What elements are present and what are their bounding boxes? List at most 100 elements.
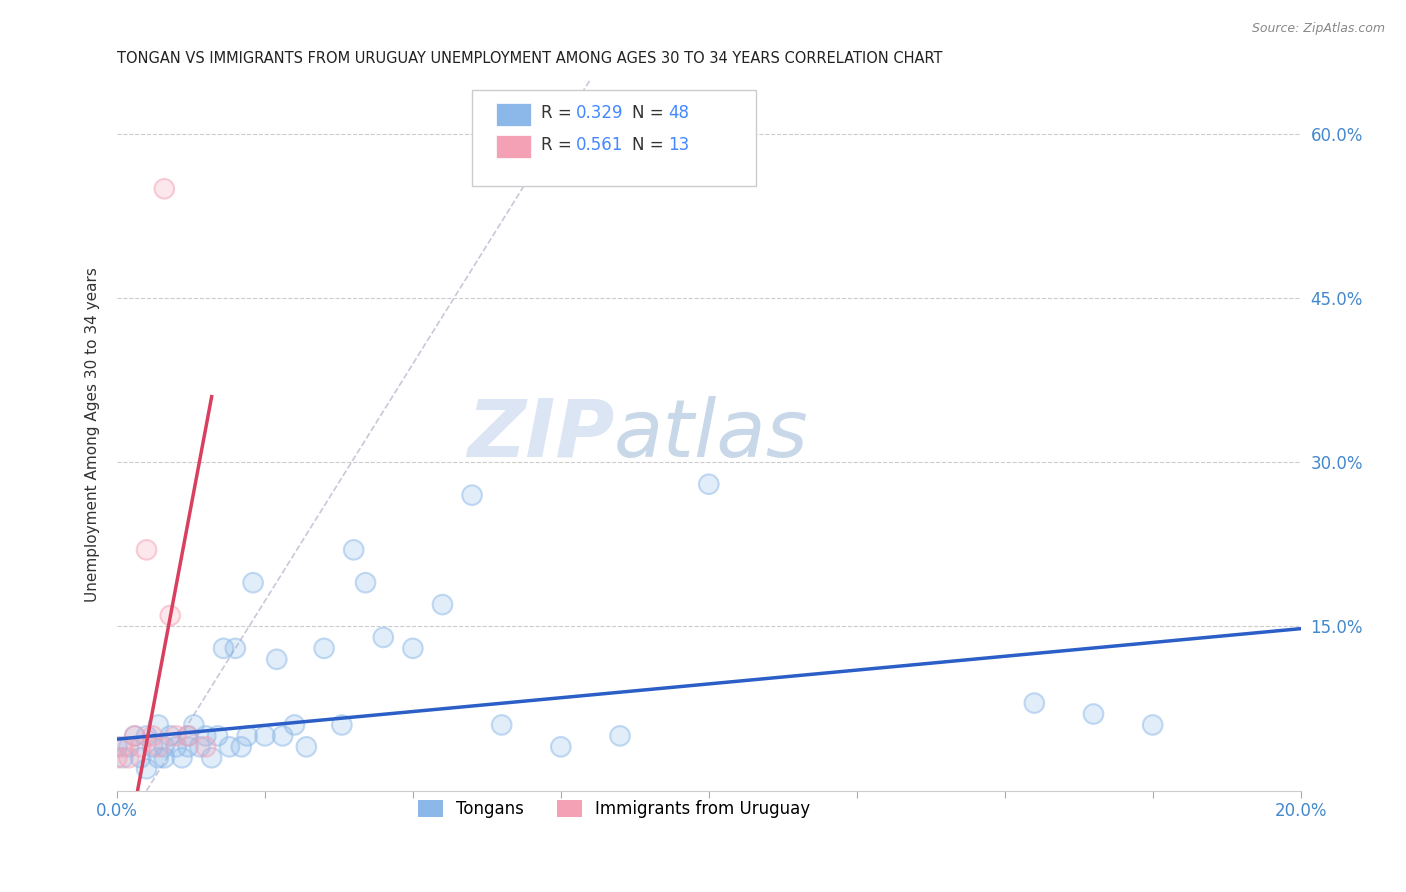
Point	[194, 739, 217, 754]
Point	[165, 739, 187, 754]
Point	[165, 729, 187, 743]
Point	[170, 751, 193, 765]
Point	[194, 729, 217, 743]
Point	[159, 729, 181, 743]
Point	[105, 751, 128, 765]
Point	[183, 718, 205, 732]
Point	[550, 739, 572, 754]
Point	[697, 477, 720, 491]
Point	[148, 718, 170, 732]
Point	[207, 729, 229, 743]
Point	[253, 729, 276, 743]
Point	[343, 542, 366, 557]
Point	[135, 729, 157, 743]
Point	[266, 652, 288, 666]
Point	[165, 729, 187, 743]
Point	[212, 641, 235, 656]
Point	[188, 739, 211, 754]
Text: TONGAN VS IMMIGRANTS FROM URUGUAY UNEMPLOYMENT AMONG AGES 30 TO 34 YEARS CORRELA: TONGAN VS IMMIGRANTS FROM URUGUAY UNEMPL…	[117, 51, 942, 66]
Point	[1024, 696, 1046, 710]
Point	[118, 739, 141, 754]
Point	[177, 739, 200, 754]
Text: ZIP: ZIP	[467, 396, 614, 474]
Point	[148, 739, 170, 754]
Point	[266, 652, 288, 666]
Point	[461, 488, 484, 502]
Point	[697, 477, 720, 491]
Point	[231, 739, 253, 754]
Point	[129, 751, 152, 765]
Point	[177, 729, 200, 743]
Point	[177, 729, 200, 743]
Point	[153, 739, 176, 754]
Point	[124, 729, 146, 743]
Legend: Tongans, Immigrants from Uruguay: Tongans, Immigrants from Uruguay	[411, 794, 817, 825]
Point	[135, 762, 157, 776]
Point	[165, 739, 187, 754]
Point	[148, 739, 170, 754]
Point	[159, 608, 181, 623]
Point	[183, 718, 205, 732]
Point	[1083, 706, 1105, 721]
Point	[153, 182, 176, 196]
Text: 48: 48	[669, 103, 689, 122]
Point	[373, 631, 395, 645]
Point	[129, 739, 152, 754]
Point	[402, 641, 425, 656]
Point	[253, 729, 276, 743]
Point	[1142, 718, 1164, 732]
Point	[153, 182, 176, 196]
Text: 0.329: 0.329	[576, 103, 624, 122]
Point	[135, 729, 157, 743]
Point	[314, 641, 336, 656]
Point	[550, 739, 572, 754]
Point	[283, 718, 305, 732]
Point	[236, 729, 259, 743]
Point	[402, 641, 425, 656]
Text: R =: R =	[541, 103, 576, 122]
Point	[135, 762, 157, 776]
Point	[201, 751, 224, 765]
Point	[188, 739, 211, 754]
Point	[432, 598, 454, 612]
Point	[271, 729, 294, 743]
Text: atlas: atlas	[614, 396, 808, 474]
Point	[141, 729, 163, 743]
Point	[105, 751, 128, 765]
Point	[314, 641, 336, 656]
Point	[218, 739, 240, 754]
Text: R =: R =	[541, 136, 576, 154]
Text: 0.561: 0.561	[576, 136, 624, 154]
Point	[330, 718, 353, 732]
Point	[105, 739, 128, 754]
Text: N =: N =	[631, 136, 669, 154]
Point	[148, 718, 170, 732]
Text: 13: 13	[669, 136, 690, 154]
Point	[461, 488, 484, 502]
Point	[295, 739, 318, 754]
Point	[177, 739, 200, 754]
Point	[224, 641, 246, 656]
Point	[159, 608, 181, 623]
FancyBboxPatch shape	[472, 90, 756, 186]
Point	[141, 739, 163, 754]
Point	[153, 751, 176, 765]
Point	[1024, 696, 1046, 710]
Point	[105, 739, 128, 754]
Point	[242, 575, 264, 590]
Point	[1142, 718, 1164, 732]
Point	[159, 729, 181, 743]
Point	[177, 729, 200, 743]
Point	[491, 718, 513, 732]
Point	[207, 729, 229, 743]
Text: N =: N =	[631, 103, 669, 122]
Point	[135, 542, 157, 557]
Point	[135, 542, 157, 557]
Point	[170, 751, 193, 765]
Point	[129, 751, 152, 765]
Point	[295, 739, 318, 754]
Point	[153, 751, 176, 765]
Point	[373, 631, 395, 645]
Point	[118, 751, 141, 765]
Point	[124, 729, 146, 743]
